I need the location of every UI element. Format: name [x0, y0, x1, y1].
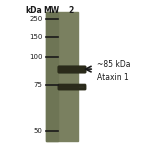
Text: Ataxin 1: Ataxin 1 — [97, 74, 129, 82]
Text: MW: MW — [44, 6, 60, 15]
Bar — [58, 84, 85, 89]
Bar — [58, 85, 85, 89]
Text: 50: 50 — [34, 128, 43, 134]
Bar — [58, 66, 85, 72]
Bar — [58, 84, 85, 89]
Text: 75: 75 — [34, 82, 43, 88]
Bar — [58, 66, 85, 72]
Bar — [58, 66, 85, 72]
Bar — [58, 66, 85, 72]
Bar — [58, 85, 85, 89]
Bar — [58, 84, 85, 89]
Bar — [58, 66, 85, 72]
Text: ~85 kDa: ~85 kDa — [97, 60, 131, 69]
Bar — [58, 66, 85, 72]
Bar — [58, 85, 85, 89]
Bar — [58, 84, 85, 89]
Text: 250: 250 — [29, 16, 43, 22]
Bar — [58, 84, 85, 89]
Bar — [46, 12, 58, 141]
Bar — [58, 66, 85, 72]
Bar — [58, 66, 85, 72]
Text: 2: 2 — [69, 6, 74, 15]
Text: kDa: kDa — [25, 6, 42, 15]
Bar — [58, 84, 85, 89]
Text: 150: 150 — [29, 34, 43, 40]
Bar — [46, 12, 78, 141]
Text: 100: 100 — [29, 54, 43, 60]
Bar — [58, 66, 85, 72]
Bar — [58, 66, 85, 72]
Bar — [58, 85, 85, 89]
